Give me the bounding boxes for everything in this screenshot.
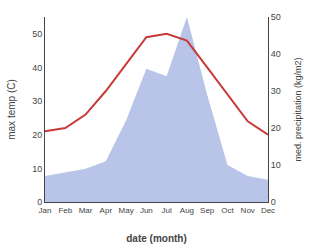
svg-text:50: 50 — [271, 12, 281, 22]
svg-text:Nov: Nov — [241, 206, 255, 215]
svg-text:med. precipitation (kg/m2): med. precipitation (kg/m2) — [293, 57, 303, 161]
svg-text:40: 40 — [271, 49, 281, 59]
svg-text:Feb: Feb — [58, 206, 72, 215]
svg-text:10: 10 — [32, 164, 42, 174]
svg-text:40: 40 — [32, 63, 42, 73]
svg-text:20: 20 — [32, 130, 42, 140]
svg-text:0: 0 — [37, 197, 42, 207]
svg-text:20: 20 — [271, 123, 281, 133]
svg-text:max temp (C): max temp (C) — [6, 79, 17, 140]
svg-text:50: 50 — [32, 29, 42, 39]
svg-text:Aug: Aug — [180, 206, 194, 215]
svg-text:Oct: Oct — [221, 206, 234, 215]
svg-text:date (month): date (month) — [126, 233, 187, 244]
svg-text:Dec: Dec — [261, 206, 275, 215]
svg-text:Jun: Jun — [140, 206, 153, 215]
svg-text:Sep: Sep — [200, 206, 215, 215]
svg-text:Jan: Jan — [39, 206, 52, 215]
svg-text:Mar: Mar — [79, 206, 93, 215]
svg-text:May: May — [119, 206, 134, 215]
svg-text:10: 10 — [271, 160, 281, 170]
svg-text:0: 0 — [271, 197, 276, 207]
svg-text:30: 30 — [32, 96, 42, 106]
svg-text:30: 30 — [271, 86, 281, 96]
svg-text:Jul: Jul — [162, 206, 172, 215]
svg-text:Apr: Apr — [100, 206, 113, 215]
